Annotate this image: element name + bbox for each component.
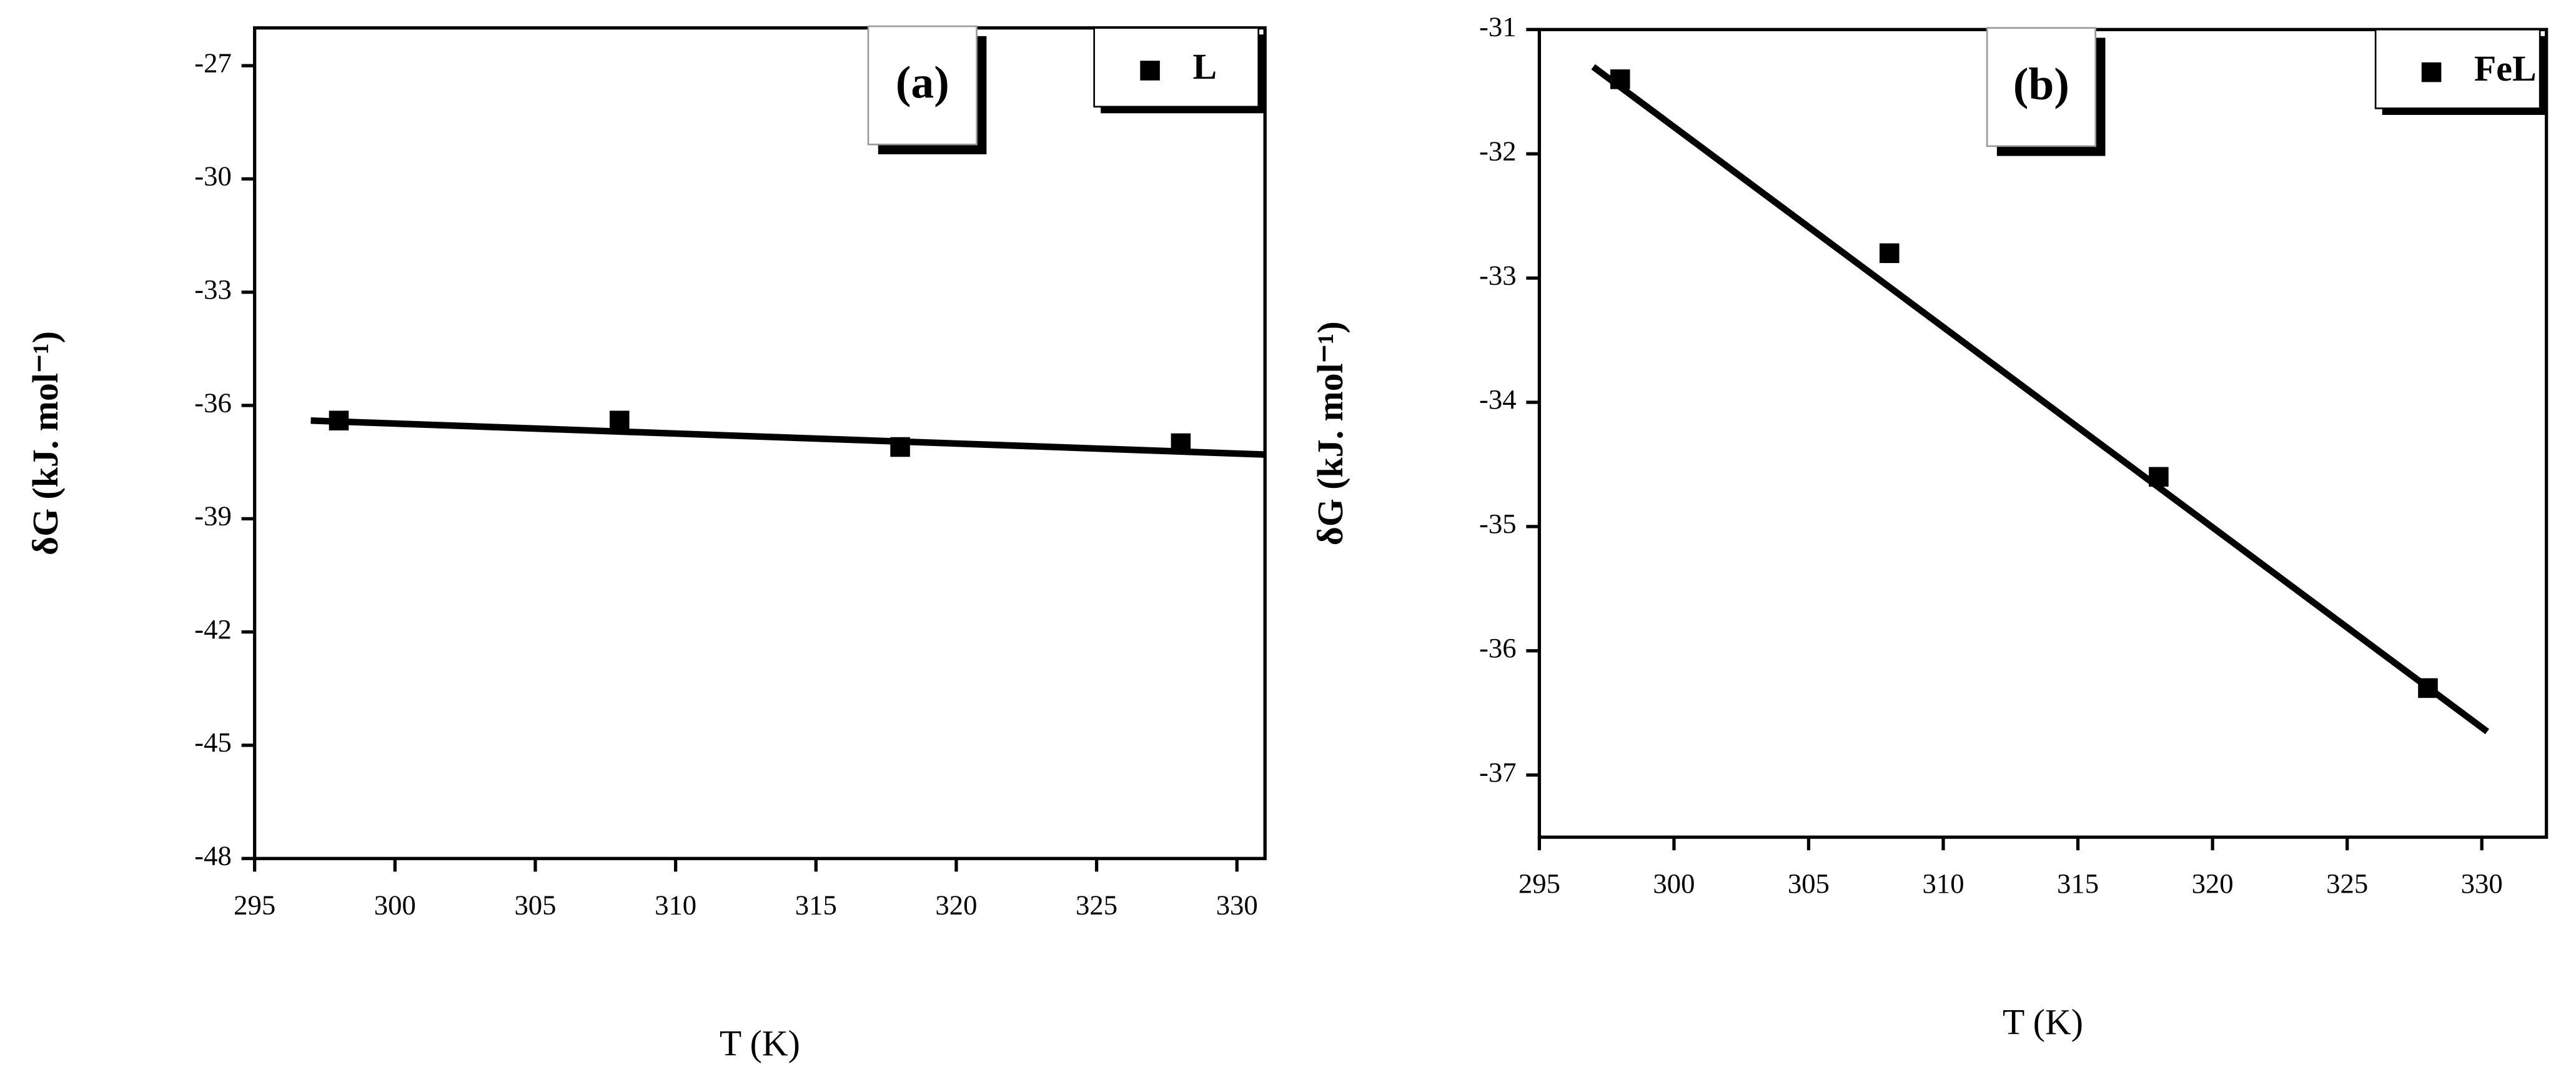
fit-line — [1591, 64, 2489, 735]
y-tick-label: -45 — [194, 727, 232, 758]
legend-marker — [1140, 61, 1160, 81]
legend-label: L — [1192, 46, 1217, 87]
plot-frame — [253, 26, 1267, 860]
y-tick-label: -32 — [1479, 135, 1517, 166]
panel-label-box — [867, 25, 978, 146]
data-point — [1171, 433, 1191, 454]
y-axis-label: δG (kJ. mol⁻¹) — [1310, 321, 1350, 545]
y-tick-label: -27 — [194, 47, 232, 78]
y-tick-label: -33 — [194, 274, 232, 305]
y-tick-label: -36 — [194, 387, 232, 418]
x-tick-label: 315 — [2057, 868, 2099, 899]
x-tick-label: 325 — [1076, 889, 1117, 920]
panel-label: (b) — [2013, 58, 2069, 109]
x-tick-label: 325 — [2326, 868, 2368, 899]
y-tick-label: -33 — [1479, 259, 1517, 290]
x-tick-label: 305 — [1788, 868, 1830, 899]
data-point — [1880, 243, 1900, 264]
data-point — [609, 410, 630, 430]
legend-box — [2374, 28, 2541, 109]
x-tick-label: 305 — [514, 889, 556, 920]
x-tick-label: 320 — [2192, 868, 2234, 899]
x-tick-label: 310 — [1923, 868, 1964, 899]
data-point — [2149, 467, 2169, 487]
x-tick-label: 300 — [1653, 868, 1695, 899]
x-tick-label: 300 — [374, 889, 416, 920]
x-tick-label: 310 — [655, 889, 696, 920]
data-point — [2418, 678, 2438, 698]
x-tick-label: 320 — [935, 889, 977, 920]
data-point — [329, 410, 349, 430]
y-tick-label: -34 — [1479, 384, 1517, 415]
y-tick-label: -48 — [194, 840, 232, 871]
x-tick-label: 330 — [1216, 889, 1258, 920]
data-point — [1610, 69, 1630, 89]
panel-label-box — [1986, 27, 2097, 147]
panel-label: (a) — [896, 56, 949, 107]
y-axis-label: δG (kJ. mol⁻¹) — [25, 331, 66, 555]
y-tick-label: -39 — [194, 500, 232, 532]
x-tick-label: 295 — [1518, 868, 1560, 899]
x-tick-label: 315 — [795, 889, 837, 920]
fit-line — [310, 417, 1266, 458]
x-tick-label: 330 — [2461, 868, 2503, 899]
legend-label: FeL — [2474, 48, 2537, 89]
data-point — [890, 437, 910, 457]
x-axis-label: T (K) — [720, 1023, 800, 1064]
y-tick-label: -37 — [1479, 757, 1517, 788]
legend-box — [1093, 27, 1259, 108]
y-tick-label: -30 — [194, 161, 232, 192]
y-tick-label: -31 — [1479, 11, 1517, 42]
y-tick-label: -36 — [1479, 632, 1517, 663]
legend-marker — [2421, 62, 2442, 82]
y-tick-label: -35 — [1479, 508, 1517, 539]
y-tick-label: -42 — [194, 613, 232, 645]
x-tick-label: 295 — [234, 889, 275, 920]
x-axis-label: T (K) — [2003, 1002, 2083, 1043]
